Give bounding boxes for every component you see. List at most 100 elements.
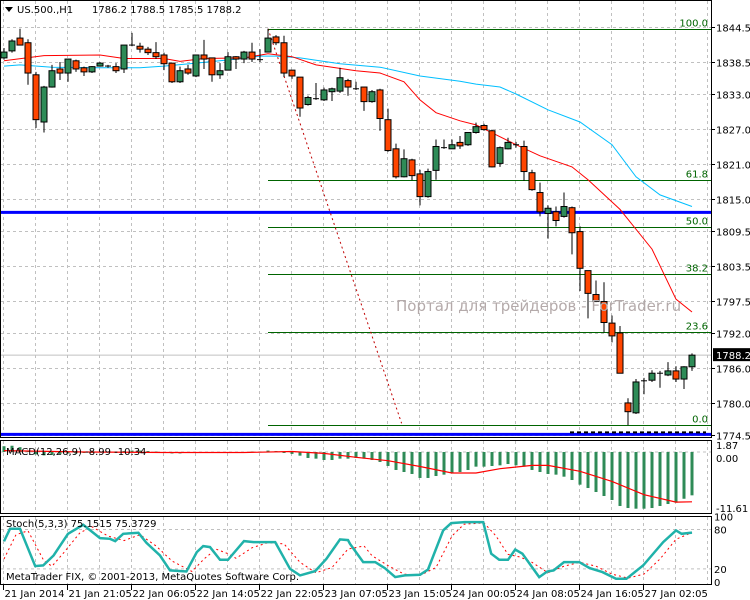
macd-histogram-bar: [466, 452, 470, 470]
macd-histogram-bar: [538, 452, 542, 473]
candle-body-bull: [400, 158, 408, 178]
price-tick-label: 1774.5: [716, 432, 750, 443]
candle: [552, 206, 560, 227]
macd-histogram-bar: [458, 452, 462, 473]
macd-histogram-bar: [58, 452, 62, 454]
macd-histogram-bar: [362, 452, 366, 459]
candle-body-bull: [448, 144, 456, 150]
time-tick-label: 22 Jan 06:05: [133, 589, 196, 600]
candle: [504, 137, 512, 150]
candle: [496, 146, 504, 167]
candle: [560, 192, 568, 218]
candle: [56, 61, 64, 81]
candle: [336, 67, 344, 93]
candle-body-bull: [632, 381, 640, 414]
candle-body-bull: [680, 366, 688, 380]
candle-body-bear: [416, 173, 424, 198]
candle: [584, 270, 592, 319]
macd-histogram-bar: [266, 450, 270, 452]
candle: [64, 58, 72, 82]
candle: [664, 362, 672, 377]
candle: [344, 78, 352, 96]
macd-panel[interactable]: [2, 445, 694, 509]
fibonacci-level-label: 38.2: [686, 264, 708, 275]
macd-histogram-bar: [634, 452, 638, 509]
candle-body-bull: [48, 70, 56, 88]
candle: [129, 32, 135, 47]
candle: [160, 52, 168, 71]
candle: [576, 226, 584, 292]
candle: [441, 139, 447, 149]
macd-histogram-bar: [506, 452, 510, 465]
candle-body-bear: [280, 42, 288, 74]
price-tick-label: 1792.0: [716, 330, 750, 341]
candle: [216, 63, 224, 79]
candle: [8, 39, 16, 53]
candle: [592, 280, 600, 303]
candle-body-bull: [664, 370, 672, 376]
candle-body-bull: [40, 86, 48, 123]
candle-body-bull: [192, 54, 200, 77]
candle-body-bear: [488, 130, 496, 168]
candle-body-bull: [8, 40, 16, 52]
stochastic-panel-border: [0, 516, 712, 585]
candle-body-bull: [96, 62, 104, 67]
macd-histogram-bar: [490, 452, 494, 466]
macd-label: MACD(12,26,9) -8.99 -10.34: [6, 447, 146, 458]
candle-body-bear: [200, 54, 208, 60]
macd-histogram-bar: [602, 452, 606, 497]
candle: [464, 131, 472, 146]
candle: [568, 206, 576, 255]
candle: [144, 46, 152, 55]
candle: [320, 87, 328, 102]
candle-body-bull: [544, 207, 552, 215]
candle: [424, 168, 432, 198]
candle: [392, 143, 400, 179]
macd-histogram-bar: [50, 452, 54, 455]
candle-body-bear: [600, 301, 608, 324]
candle: [48, 64, 56, 88]
candle: [632, 379, 640, 415]
candle-body-bear: [72, 60, 80, 70]
macd-histogram-bar: [418, 452, 422, 478]
candle-body-bear: [32, 74, 40, 121]
macd-histogram-bar: [674, 452, 678, 503]
price-panel[interactable]: 100.0 61.8 50.0 38.2 23.6 0.0: [0, 19, 711, 436]
stochastic-panel[interactable]: [2, 520, 693, 581]
candle: [528, 169, 536, 191]
candle-body-bear: [536, 192, 544, 213]
candle-body-bear: [608, 322, 616, 337]
time-tick-label: 23 Jan 07:05: [325, 589, 388, 600]
stochastic-signal-line: [3, 522, 693, 579]
candle: [168, 62, 176, 83]
macd-histogram-bar: [594, 452, 598, 493]
macd-histogram-bar: [530, 452, 534, 470]
candle-body-bull: [432, 145, 440, 171]
time-tick-label: 21 Jan 21:05: [69, 589, 132, 600]
triangle-down-icon[interactable]: [5, 7, 13, 12]
macd-histogram-bar: [322, 452, 326, 461]
price-tick-label: 1803.5: [716, 263, 750, 274]
time-tick-label: 27 Jan 02:05: [645, 589, 708, 600]
price-tick-label: 1844.5: [716, 24, 750, 35]
stochastic-tick-label: 100: [714, 512, 733, 523]
candle-body-bear: [392, 148, 400, 178]
candle: [544, 205, 552, 239]
time-tick-label: 24 Jan 08:05: [517, 589, 580, 600]
price-tick-label: 1833.0: [716, 91, 750, 102]
candle: [313, 82, 319, 100]
candle-body-bull: [264, 37, 272, 53]
macd-panel-border: [0, 440, 712, 514]
candle: [448, 139, 456, 150]
time-tick-label: 22 Jan 22:05: [261, 589, 324, 600]
fibonacci-level-label: 23.6: [686, 322, 708, 333]
candle-body-bull: [64, 58, 72, 74]
macd-histogram-bar: [122, 451, 126, 453]
candle: [384, 108, 392, 152]
candle-body-bull: [176, 70, 184, 83]
macd-tick-label: 1.87: [716, 441, 738, 452]
fibonacci-level-label: 61.8: [686, 170, 708, 181]
macd-histogram-bar: [410, 452, 414, 474]
moving-average-slow: [3, 55, 693, 207]
